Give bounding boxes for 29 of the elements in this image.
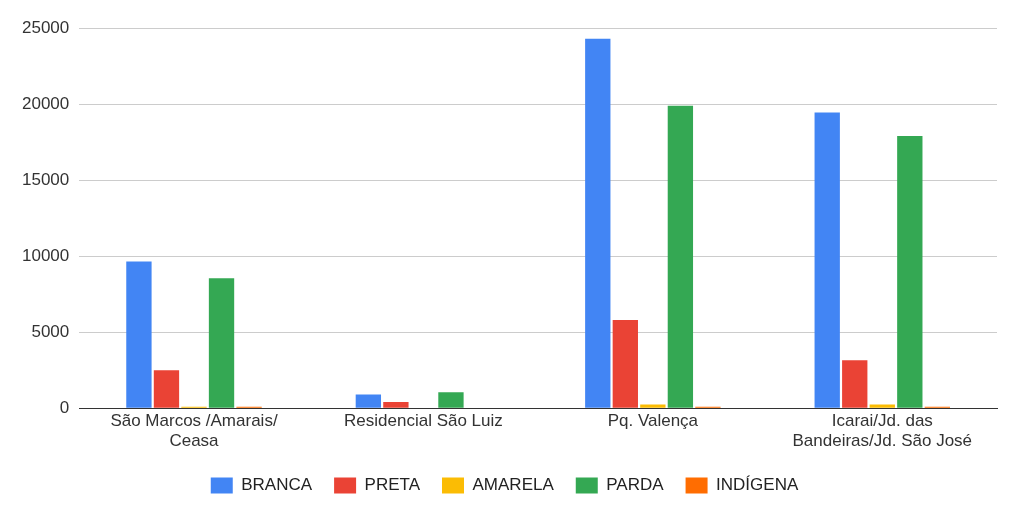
x-tick-label: Residencial São Luiz [344,411,503,431]
bar [897,136,923,408]
legend-label: BRANCA [241,475,313,495]
bar [585,38,611,408]
y-tick-label: 0 [59,397,70,417]
bar [814,112,840,408]
bar [842,360,868,408]
legend-label: INDÍGENA [716,475,799,495]
legend-label: PRETA [364,475,421,495]
x-tick-label: Icarai/Jd. das Bandeiras/Jd. São José [792,411,973,451]
legend-label: AMARELA [472,475,555,495]
bar [612,320,638,408]
y-tick-label: 15000 [21,169,70,189]
x-tick-label: Pq. Valença [607,411,699,431]
bar [438,392,464,408]
bar [153,370,180,408]
bar [667,105,694,408]
bar [208,278,235,408]
y-tick-label: 20000 [21,93,70,113]
y-tick-label: 10000 [21,245,70,265]
bar [126,261,152,408]
bar [869,404,895,408]
y-tick-label: 5000 [31,321,70,341]
bar [355,394,382,408]
x-tick-label: São Marcos /Amarais/ Ceasa [110,411,278,451]
bar [383,402,409,408]
y-tick-label: 25000 [21,17,70,37]
legend-label: PARDA [606,475,665,495]
bar [640,404,666,408]
